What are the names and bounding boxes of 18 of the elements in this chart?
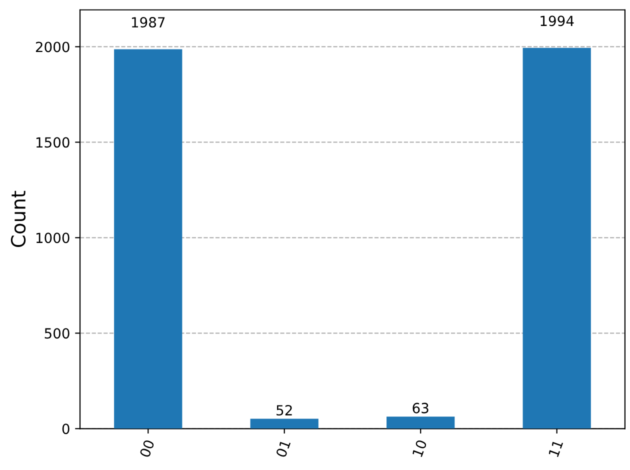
data-label: 1987 [132, 17, 165, 28]
bar [522, 48, 591, 429]
data-label: 52 [276, 405, 292, 416]
x-tick-label: 01 [276, 440, 291, 458]
y-tick-label: 2000 [36, 42, 70, 52]
y-tick-label: 1000 [36, 232, 70, 244]
bar [386, 416, 455, 429]
data-label: 1994 [540, 16, 574, 26]
x-tick-label: 10 [412, 439, 428, 458]
y-axis-title: Count [10, 190, 26, 248]
bar [250, 418, 318, 429]
x-tick-label: 00 [139, 439, 155, 458]
y-tick-label: 0 [62, 424, 70, 434]
data-label: 63 [412, 402, 428, 414]
bar [114, 49, 182, 429]
x-tick-label: 11 [548, 440, 564, 458]
y-tick-label: 500 [44, 328, 70, 339]
y-tick-label: 1500 [36, 137, 70, 148]
